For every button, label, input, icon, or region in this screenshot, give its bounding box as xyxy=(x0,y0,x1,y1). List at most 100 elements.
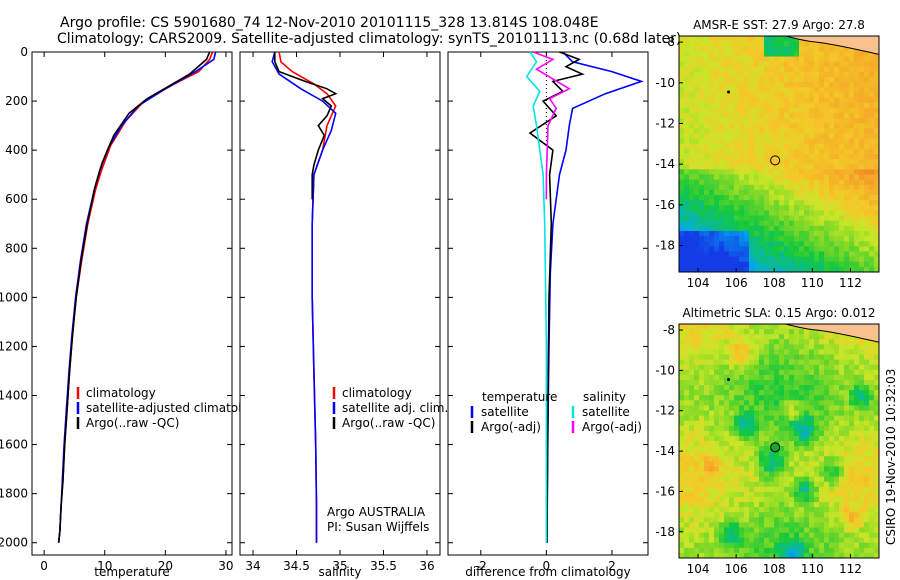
sla-grid-cell xyxy=(854,532,860,539)
sla-grid-cell xyxy=(754,364,760,371)
sla-grid-cell xyxy=(774,466,780,472)
sst-grid-cell xyxy=(794,169,800,175)
sla-grid-cell xyxy=(814,496,820,503)
sst-grid-cell xyxy=(864,230,870,237)
sst-grid-cell xyxy=(874,210,880,216)
sla-grid-cell xyxy=(859,446,865,452)
sst-grid-cell xyxy=(769,128,775,134)
sla-grid-cell xyxy=(874,420,880,427)
sla-grid-cell xyxy=(799,379,805,386)
sst-grid-cell xyxy=(739,230,745,237)
sla-grid-cell xyxy=(864,527,870,533)
sla-grid-cell xyxy=(679,507,685,513)
sla-grid-cell xyxy=(764,334,770,340)
sla-grid-cell xyxy=(839,456,845,462)
sst-grid-cell xyxy=(849,148,855,155)
sla-grid-cell xyxy=(729,390,735,396)
sla-grid-cell xyxy=(774,502,780,508)
sla-grid-cell xyxy=(789,451,795,457)
sst-grid-cell xyxy=(779,251,785,258)
sst-grid-cell xyxy=(799,179,805,186)
sst-grid-cell xyxy=(839,246,845,252)
sla-grid-cell xyxy=(714,385,720,391)
depth-tick-label: 200 xyxy=(5,94,28,108)
sst-grid-cell xyxy=(789,41,795,47)
sla-grid-cell xyxy=(684,456,690,462)
sst-grid-cell xyxy=(824,77,830,83)
sst-grid-cell xyxy=(769,148,775,155)
sla-grid-cell xyxy=(859,486,865,493)
sla-grid-cell xyxy=(704,390,710,396)
sla-grid-cell xyxy=(754,507,760,513)
sst-grid-cell xyxy=(834,123,840,129)
sla-grid-cell xyxy=(814,547,820,554)
sla-grid-cell xyxy=(819,359,825,366)
sst-grid-cell xyxy=(749,230,755,237)
sst-grid-cell xyxy=(734,36,740,42)
sla-grid-cell xyxy=(834,395,840,401)
sst-grid-cell xyxy=(769,225,775,232)
sla-grid-cell xyxy=(724,430,730,437)
sla-grid-cell xyxy=(834,430,840,437)
sla-grid-cell xyxy=(704,385,710,391)
sla-grid-cell xyxy=(749,517,755,523)
sla-grid-cell xyxy=(849,471,855,478)
sla-grid-cell xyxy=(684,349,690,355)
sst-grid-cell xyxy=(869,112,875,119)
sst-grid-cell xyxy=(809,266,815,273)
sla-grid-cell xyxy=(819,410,825,416)
sst-grid-cell xyxy=(714,189,720,196)
sla-grid-cell xyxy=(724,476,730,483)
sla-grid-cell xyxy=(719,329,725,335)
sla-grid-cell xyxy=(734,385,740,391)
sst-grid-cell xyxy=(814,51,820,57)
sst-grid-cell xyxy=(679,164,685,170)
sst-grid-cell xyxy=(679,148,685,155)
sla-grid-cell xyxy=(794,471,800,478)
sla-grid-cell xyxy=(874,369,880,376)
sla-grid-cell xyxy=(794,359,800,366)
sla-grid-cell xyxy=(789,481,795,488)
sst-grid-cell xyxy=(759,246,765,252)
sst-grid-cell xyxy=(684,41,690,47)
sst-grid-cell xyxy=(734,97,740,104)
sst-grid-cell xyxy=(719,210,725,216)
sla-grid-cell xyxy=(779,354,785,361)
sla-grid-cell xyxy=(809,456,815,462)
sla-grid-cell xyxy=(739,390,745,396)
sst-grid-cell xyxy=(764,205,770,211)
sla-grid-cell xyxy=(679,537,685,544)
sla-grid-cell xyxy=(684,481,690,488)
sst-grid-cell xyxy=(764,148,770,155)
sst-grid-cell xyxy=(714,77,720,83)
sla-grid-cell xyxy=(804,471,810,478)
sst-grid-cell xyxy=(864,251,870,258)
sst-grid-cell xyxy=(699,200,705,206)
sla-grid-cell xyxy=(844,481,850,488)
sla-grid-cell xyxy=(724,532,730,539)
sla-grid-cell xyxy=(734,425,740,432)
sst-grid-cell xyxy=(704,148,710,155)
sla-grid-cell xyxy=(689,385,695,391)
sla-grid-cell xyxy=(839,390,845,396)
sla-grid-cell xyxy=(714,369,720,376)
sst-grid-cell xyxy=(684,195,690,201)
sst-grid-cell xyxy=(819,51,825,57)
sst-grid-cell xyxy=(744,118,750,124)
sla-grid-cell xyxy=(699,364,705,371)
sla-grid-cell xyxy=(789,441,795,447)
sst-grid-cell xyxy=(839,230,845,237)
sst-grid-cell xyxy=(794,261,800,268)
sla-grid-cell xyxy=(759,344,765,350)
sst-grid-cell xyxy=(754,236,760,242)
sst-grid-cell xyxy=(849,97,855,104)
sst-grid-cell xyxy=(719,92,725,98)
sst-grid-cell xyxy=(694,169,700,175)
sla-grid-cell xyxy=(824,395,830,401)
sla-grid-cell xyxy=(869,476,875,483)
sla-grid-cell xyxy=(779,456,785,462)
sla-grid-cell xyxy=(859,385,865,391)
sla-grid-cell xyxy=(844,410,850,416)
sla-grid-cell xyxy=(754,334,760,340)
sla-grid-cell xyxy=(729,547,735,554)
